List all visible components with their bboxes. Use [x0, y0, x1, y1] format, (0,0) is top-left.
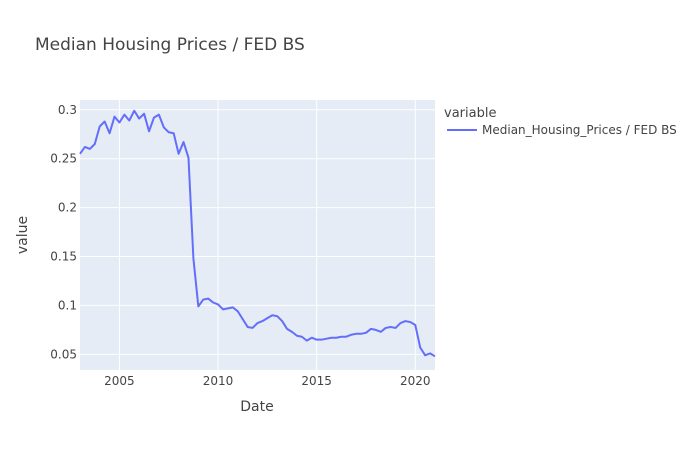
legend-label: Median_Housing_Prices / FED BS	[482, 123, 677, 137]
x-axis: 2005 2010 2015 2020	[104, 374, 430, 388]
x-axis-title: Date	[240, 399, 273, 415]
x-tick-label: 2005	[104, 374, 135, 388]
y-tick-label: 0.25	[50, 152, 77, 166]
y-tick-label: 0.15	[50, 250, 77, 264]
plot-area	[80, 100, 435, 370]
y-axis: 0.05 0.1 0.15 0.2 0.25 0.3	[50, 103, 77, 362]
series-line	[79, 109, 436, 358]
chart-title: Median Housing Prices / FED BS	[35, 35, 305, 55]
legend: variable Median_Housing_Prices / FED BS	[444, 106, 677, 137]
x-tick-label: 2015	[301, 374, 332, 388]
series-layer	[79, 109, 436, 358]
y-tick-label: 0.05	[50, 347, 77, 361]
y-tick-label: 0.3	[58, 103, 77, 117]
y-tick-label: 0.1	[58, 298, 77, 312]
y-axis-title: value	[15, 216, 31, 254]
x-tick-label: 2010	[203, 374, 234, 388]
legend-title: variable	[444, 106, 496, 121]
y-tick-label: 0.2	[58, 201, 77, 215]
x-tick-label: 2020	[400, 374, 431, 388]
